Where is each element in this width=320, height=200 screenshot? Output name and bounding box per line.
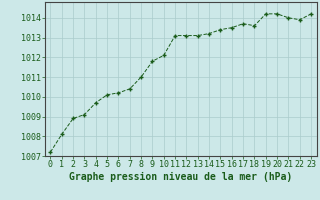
X-axis label: Graphe pression niveau de la mer (hPa): Graphe pression niveau de la mer (hPa) xyxy=(69,172,292,182)
